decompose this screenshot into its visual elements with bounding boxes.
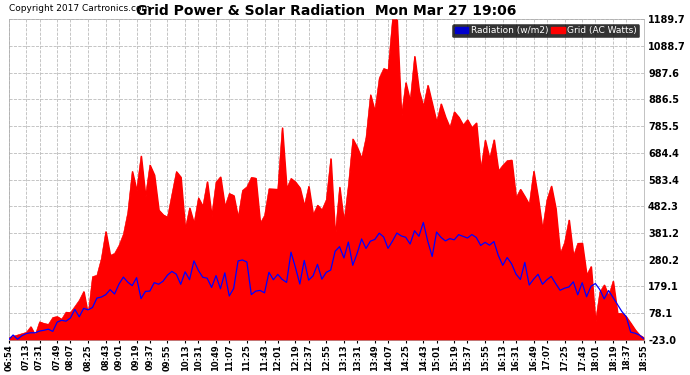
- Text: Copyright 2017 Cartronics.com: Copyright 2017 Cartronics.com: [9, 4, 150, 13]
- Title: Grid Power & Solar Radiation  Mon Mar 27 19:06: Grid Power & Solar Radiation Mon Mar 27 …: [136, 4, 517, 18]
- Legend: Radiation (w/m2), Grid (AC Watts): Radiation (w/m2), Grid (AC Watts): [453, 24, 640, 38]
